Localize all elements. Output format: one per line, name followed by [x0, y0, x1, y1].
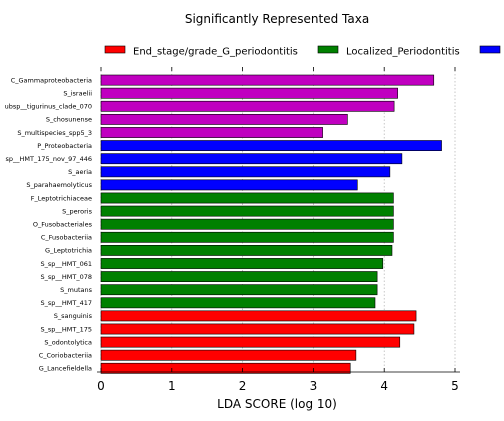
bar — [100, 114, 348, 125]
bar — [100, 310, 417, 322]
bar — [100, 74, 435, 86]
bar — [100, 87, 398, 99]
bar — [100, 100, 395, 112]
bar — [100, 323, 415, 335]
category-label: C_Gammaproteobacteria — [11, 76, 92, 84]
bar — [100, 336, 401, 348]
category-label: S_multispecies_spp5_3 — [17, 129, 92, 137]
x-tick-label: 5 — [451, 379, 459, 393]
bars — [100, 74, 442, 374]
category-label: S_odontolytica — [44, 338, 92, 346]
legend-swatch — [104, 45, 126, 54]
category-label: S_chosunense — [46, 116, 92, 124]
category-label: S_aeria — [68, 168, 92, 176]
category-label: C_Fusobacteriia — [41, 234, 92, 242]
category-label: S_sp__HMT_061 — [40, 260, 92, 268]
grid — [100, 67, 456, 372]
x-tick-label: 1 — [168, 379, 176, 393]
chart-title: Significantly Represented Taxa — [185, 12, 369, 26]
bar — [100, 140, 442, 151]
bar — [100, 153, 403, 165]
category-label: sp__HMT_175_nov_97_446 — [5, 155, 92, 163]
bar — [100, 349, 357, 361]
bar — [100, 231, 394, 243]
category-label: C_Coriobacteriia — [39, 352, 92, 360]
category-label: S_sp__HMT_417 — [40, 299, 92, 307]
category-label: S_parahaemolyticus — [26, 181, 92, 189]
x-tick-label: 2 — [239, 379, 247, 393]
bar — [100, 271, 378, 282]
x-tick-label: 4 — [380, 379, 388, 393]
bar — [100, 245, 393, 256]
bar — [100, 218, 394, 230]
category-label: S_sp__HMT_175 — [40, 325, 92, 333]
category-label: S_sanguinis — [54, 312, 93, 320]
category-label: S_sp__HMT_078 — [40, 273, 92, 281]
category-labels: C_Gammaproteobacteria S_israelii ubsp__tig… — [5, 76, 93, 372]
category-label: G_Leptotrichia — [45, 247, 92, 255]
x-tick-label: 3 — [310, 379, 318, 393]
bar — [100, 205, 394, 217]
category-label: S_mutans — [60, 286, 92, 294]
legend-swatch — [317, 45, 339, 54]
category-label: O_Fusobacteriales — [33, 221, 93, 229]
legend-label: Localized_Periodontitis — [346, 47, 460, 58]
bar — [100, 166, 391, 178]
category-label: G_Lancefieldella — [39, 365, 92, 373]
category-label: S_israelii — [63, 90, 92, 98]
bar — [100, 258, 384, 269]
x-axis: 0 1 2 3 4 5 — [97, 368, 460, 393]
category-label: S_peroris — [62, 207, 92, 215]
bar — [100, 284, 378, 296]
x-tick-label: 0 — [97, 379, 105, 393]
legend-label: End_stage/grade_G_periodontitis — [133, 47, 298, 58]
category-label: ubsp__tigurinus_clade_070 — [5, 103, 92, 111]
bar — [100, 192, 394, 204]
legend: End_stage/grade_G_periodontitis Localized… — [104, 45, 501, 58]
bar — [100, 297, 376, 309]
category-label: F_Leptotrichiaceae — [31, 194, 92, 202]
category-label: P_Proteobacteria — [37, 142, 92, 150]
bar — [100, 127, 323, 138]
legend-swatch — [479, 45, 501, 54]
bar — [100, 179, 358, 191]
x-axis-label: LDA SCORE (log 10) — [217, 397, 337, 411]
